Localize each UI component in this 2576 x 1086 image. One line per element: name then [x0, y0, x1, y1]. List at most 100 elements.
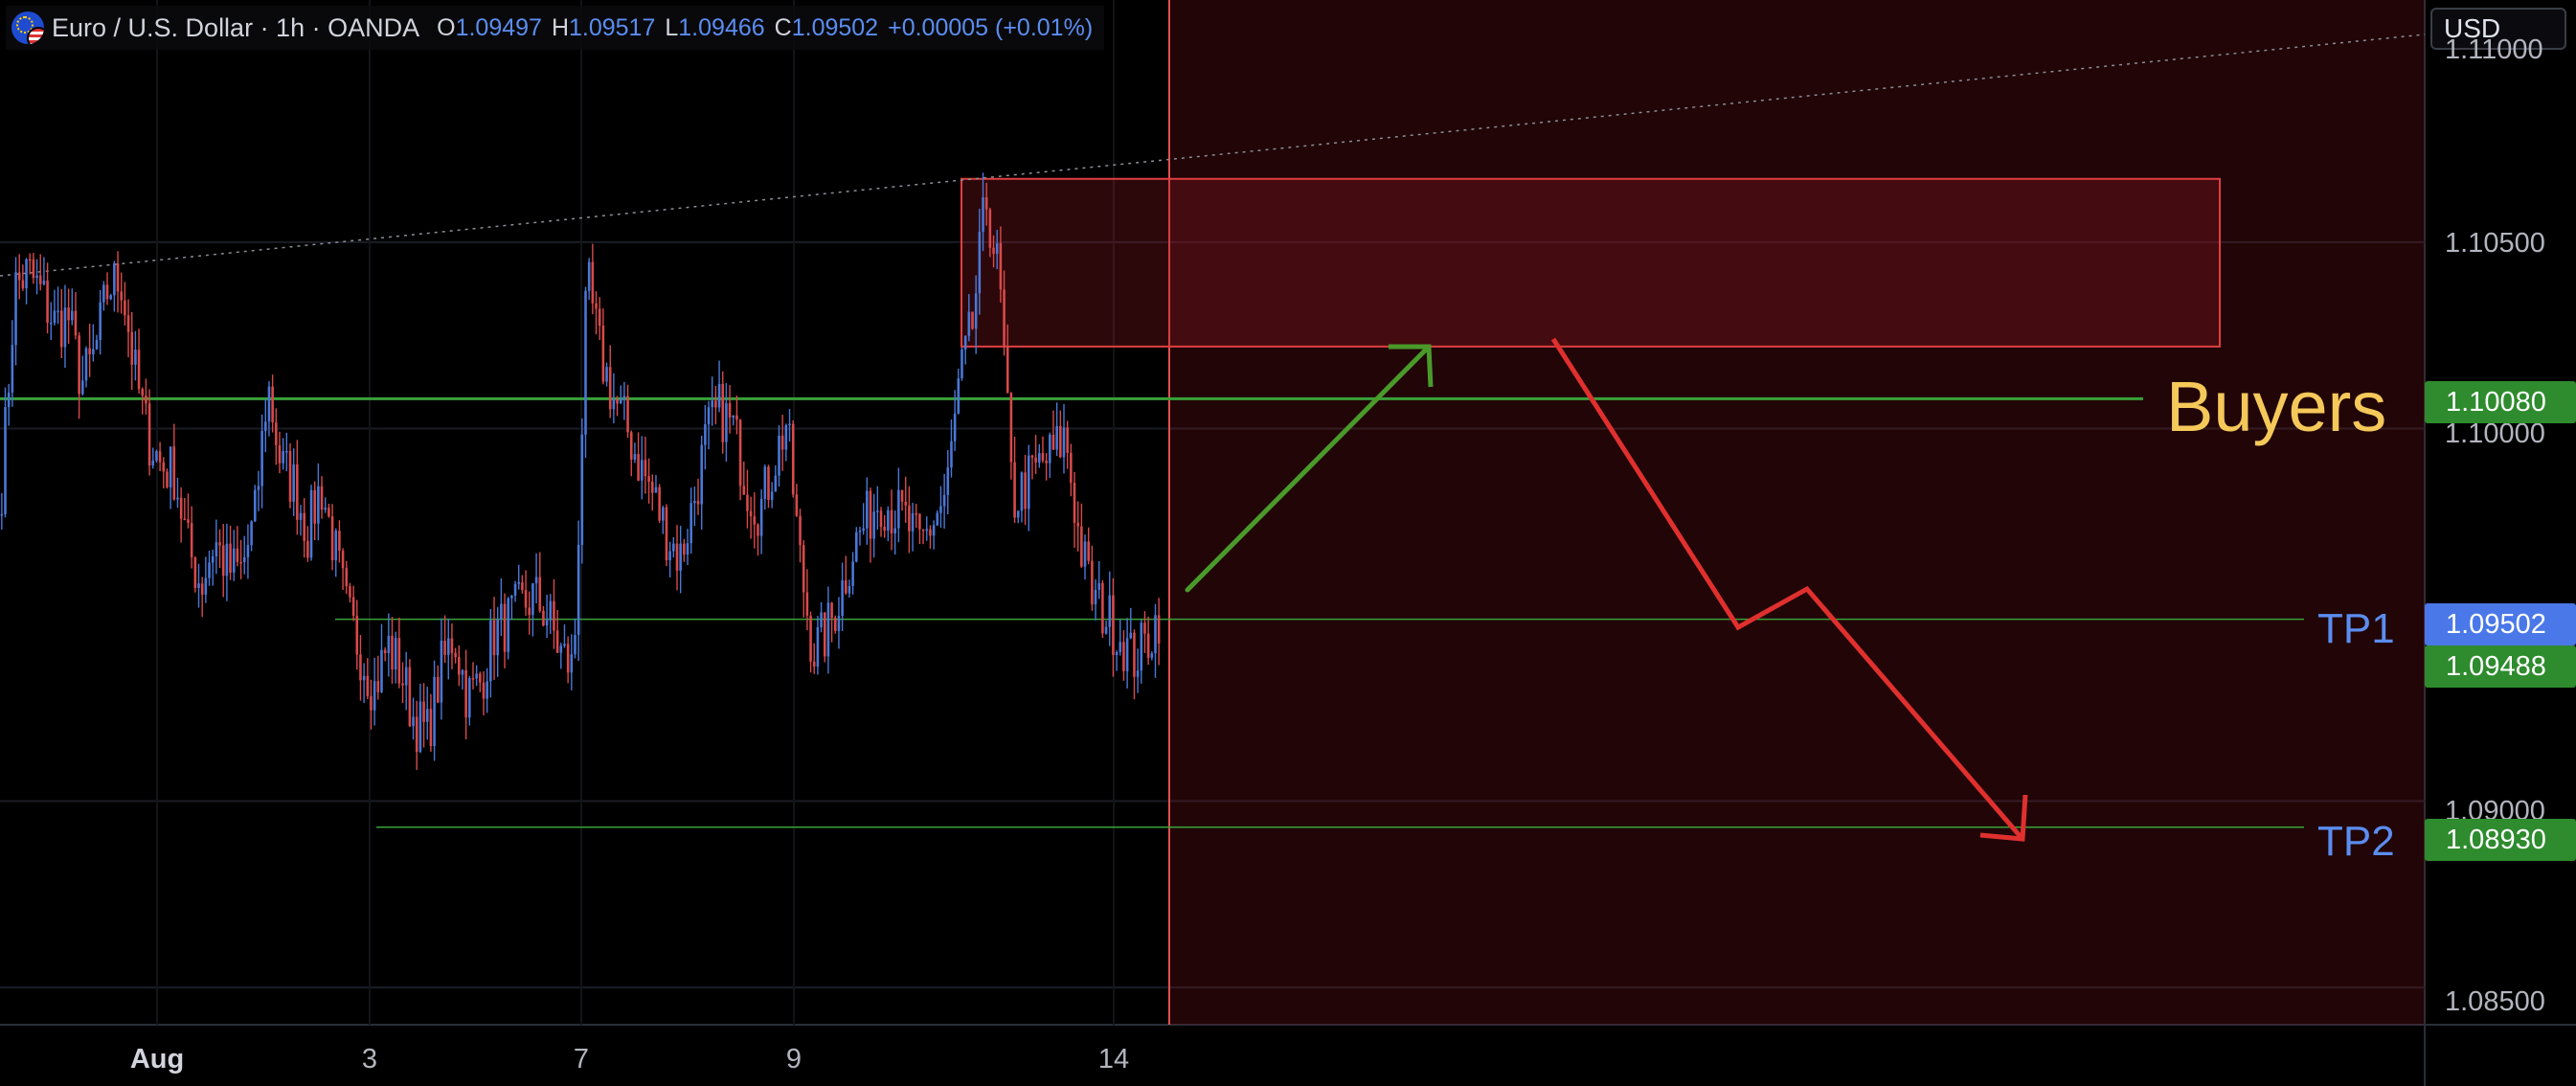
tp1-level-tag[interactable]: 1.09488 [2425, 645, 2576, 688]
candle-body [1006, 347, 1009, 394]
candle-body [183, 518, 187, 521]
candle-body [11, 345, 14, 393]
candle-body [1083, 541, 1087, 567]
candle-body [622, 396, 626, 399]
candle-body [264, 421, 267, 431]
candle-body [763, 466, 767, 499]
candle-body [749, 510, 753, 517]
candle-body [559, 645, 563, 653]
candle-body [788, 423, 791, 426]
candle-body [21, 280, 25, 289]
candle-body [1122, 642, 1125, 671]
candle-body [482, 682, 486, 699]
candle-body [595, 303, 598, 309]
candle-body [461, 669, 464, 675]
candle-body [458, 657, 461, 675]
candle-body [872, 511, 875, 539]
candle-body [570, 654, 574, 673]
candle-body [46, 281, 49, 324]
buyers-annotation[interactable]: Buyers [2166, 367, 2387, 446]
candle-body [908, 505, 911, 532]
candle-body [1076, 522, 1079, 527]
candle-body [929, 529, 932, 536]
candle-body [802, 545, 805, 593]
tp2-annotation[interactable]: TP2 [2317, 818, 2395, 865]
candle-body [601, 326, 605, 382]
candle-body [732, 415, 735, 419]
candle-body [510, 595, 513, 599]
candle-body [858, 531, 862, 532]
candle-body [359, 654, 362, 681]
buyers-level-tag[interactable]: 1.10080 [2425, 381, 2576, 423]
candle-body [1062, 427, 1066, 458]
candle-body [176, 497, 179, 500]
candle-body [1051, 434, 1055, 450]
time-label-7: 7 [573, 1044, 590, 1075]
candle-body [246, 545, 250, 557]
candle-body [415, 716, 418, 753]
candle-body [784, 424, 788, 450]
time-label-14: 14 [1097, 1044, 1130, 1075]
candle-body [120, 291, 123, 301]
candle-body [242, 556, 246, 562]
candle-body [155, 451, 158, 461]
candle-body [317, 486, 320, 524]
candle-body [412, 716, 415, 727]
tp2-level-tag[interactable]: 1.08930 [2425, 819, 2576, 861]
candle-body [1066, 427, 1069, 453]
candle-body [373, 681, 376, 711]
candle-body [500, 603, 503, 620]
candle-body [197, 583, 200, 588]
current-price-tag: 1.09502 [2425, 603, 2576, 645]
candle-body [320, 486, 324, 510]
candle-body [503, 603, 507, 652]
candle-body [1030, 455, 1034, 458]
currency-button[interactable]: USD [2430, 8, 2566, 50]
candle-body [486, 681, 488, 699]
candle-body [799, 515, 802, 546]
candle-body [984, 196, 988, 210]
candle-body [285, 451, 288, 453]
candle-body [637, 454, 640, 481]
candle-body [53, 310, 56, 324]
candle-body [971, 311, 974, 329]
candle-body [545, 620, 549, 626]
candle-body [1055, 425, 1058, 450]
candle-body [531, 583, 534, 616]
candle-body [408, 667, 412, 727]
candle-body [950, 441, 953, 468]
candle-body [1020, 472, 1024, 511]
candle-body [1009, 393, 1013, 463]
candle-body [239, 561, 242, 564]
candle-body [675, 543, 679, 571]
candle-body [429, 709, 433, 747]
candle-body [211, 555, 215, 563]
candle-body [521, 581, 524, 591]
candle-body [823, 612, 826, 657]
candle-body [1104, 626, 1108, 634]
candle-body [992, 247, 995, 254]
candle-body [528, 607, 531, 616]
candle-body [1024, 472, 1027, 509]
candle-body [74, 310, 78, 336]
candle-body [605, 367, 608, 382]
symbol-title[interactable]: Euro / U.S. Dollar · 1h · OANDA [52, 12, 420, 42]
drawings[interactable] [1185, 337, 2028, 842]
candle-body [893, 528, 896, 533]
candle-body [303, 512, 305, 541]
tp1-annotation[interactable]: TP1 [2317, 605, 2395, 652]
change-value: +0.00005 (+0.01%) [888, 13, 1094, 41]
candle-body [334, 531, 338, 561]
candle-body [1101, 582, 1104, 634]
candle-body [1045, 460, 1048, 464]
candle-body [553, 600, 555, 631]
candle-body [904, 501, 908, 506]
candle-body [524, 590, 528, 608]
candle-body [99, 302, 102, 341]
candle-body [124, 300, 126, 316]
candle-body [166, 471, 169, 487]
symbol-header: Euro / U.S. Dollar · 1h · OANDA O1.09497… [6, 6, 1105, 50]
candle-body [225, 543, 229, 577]
